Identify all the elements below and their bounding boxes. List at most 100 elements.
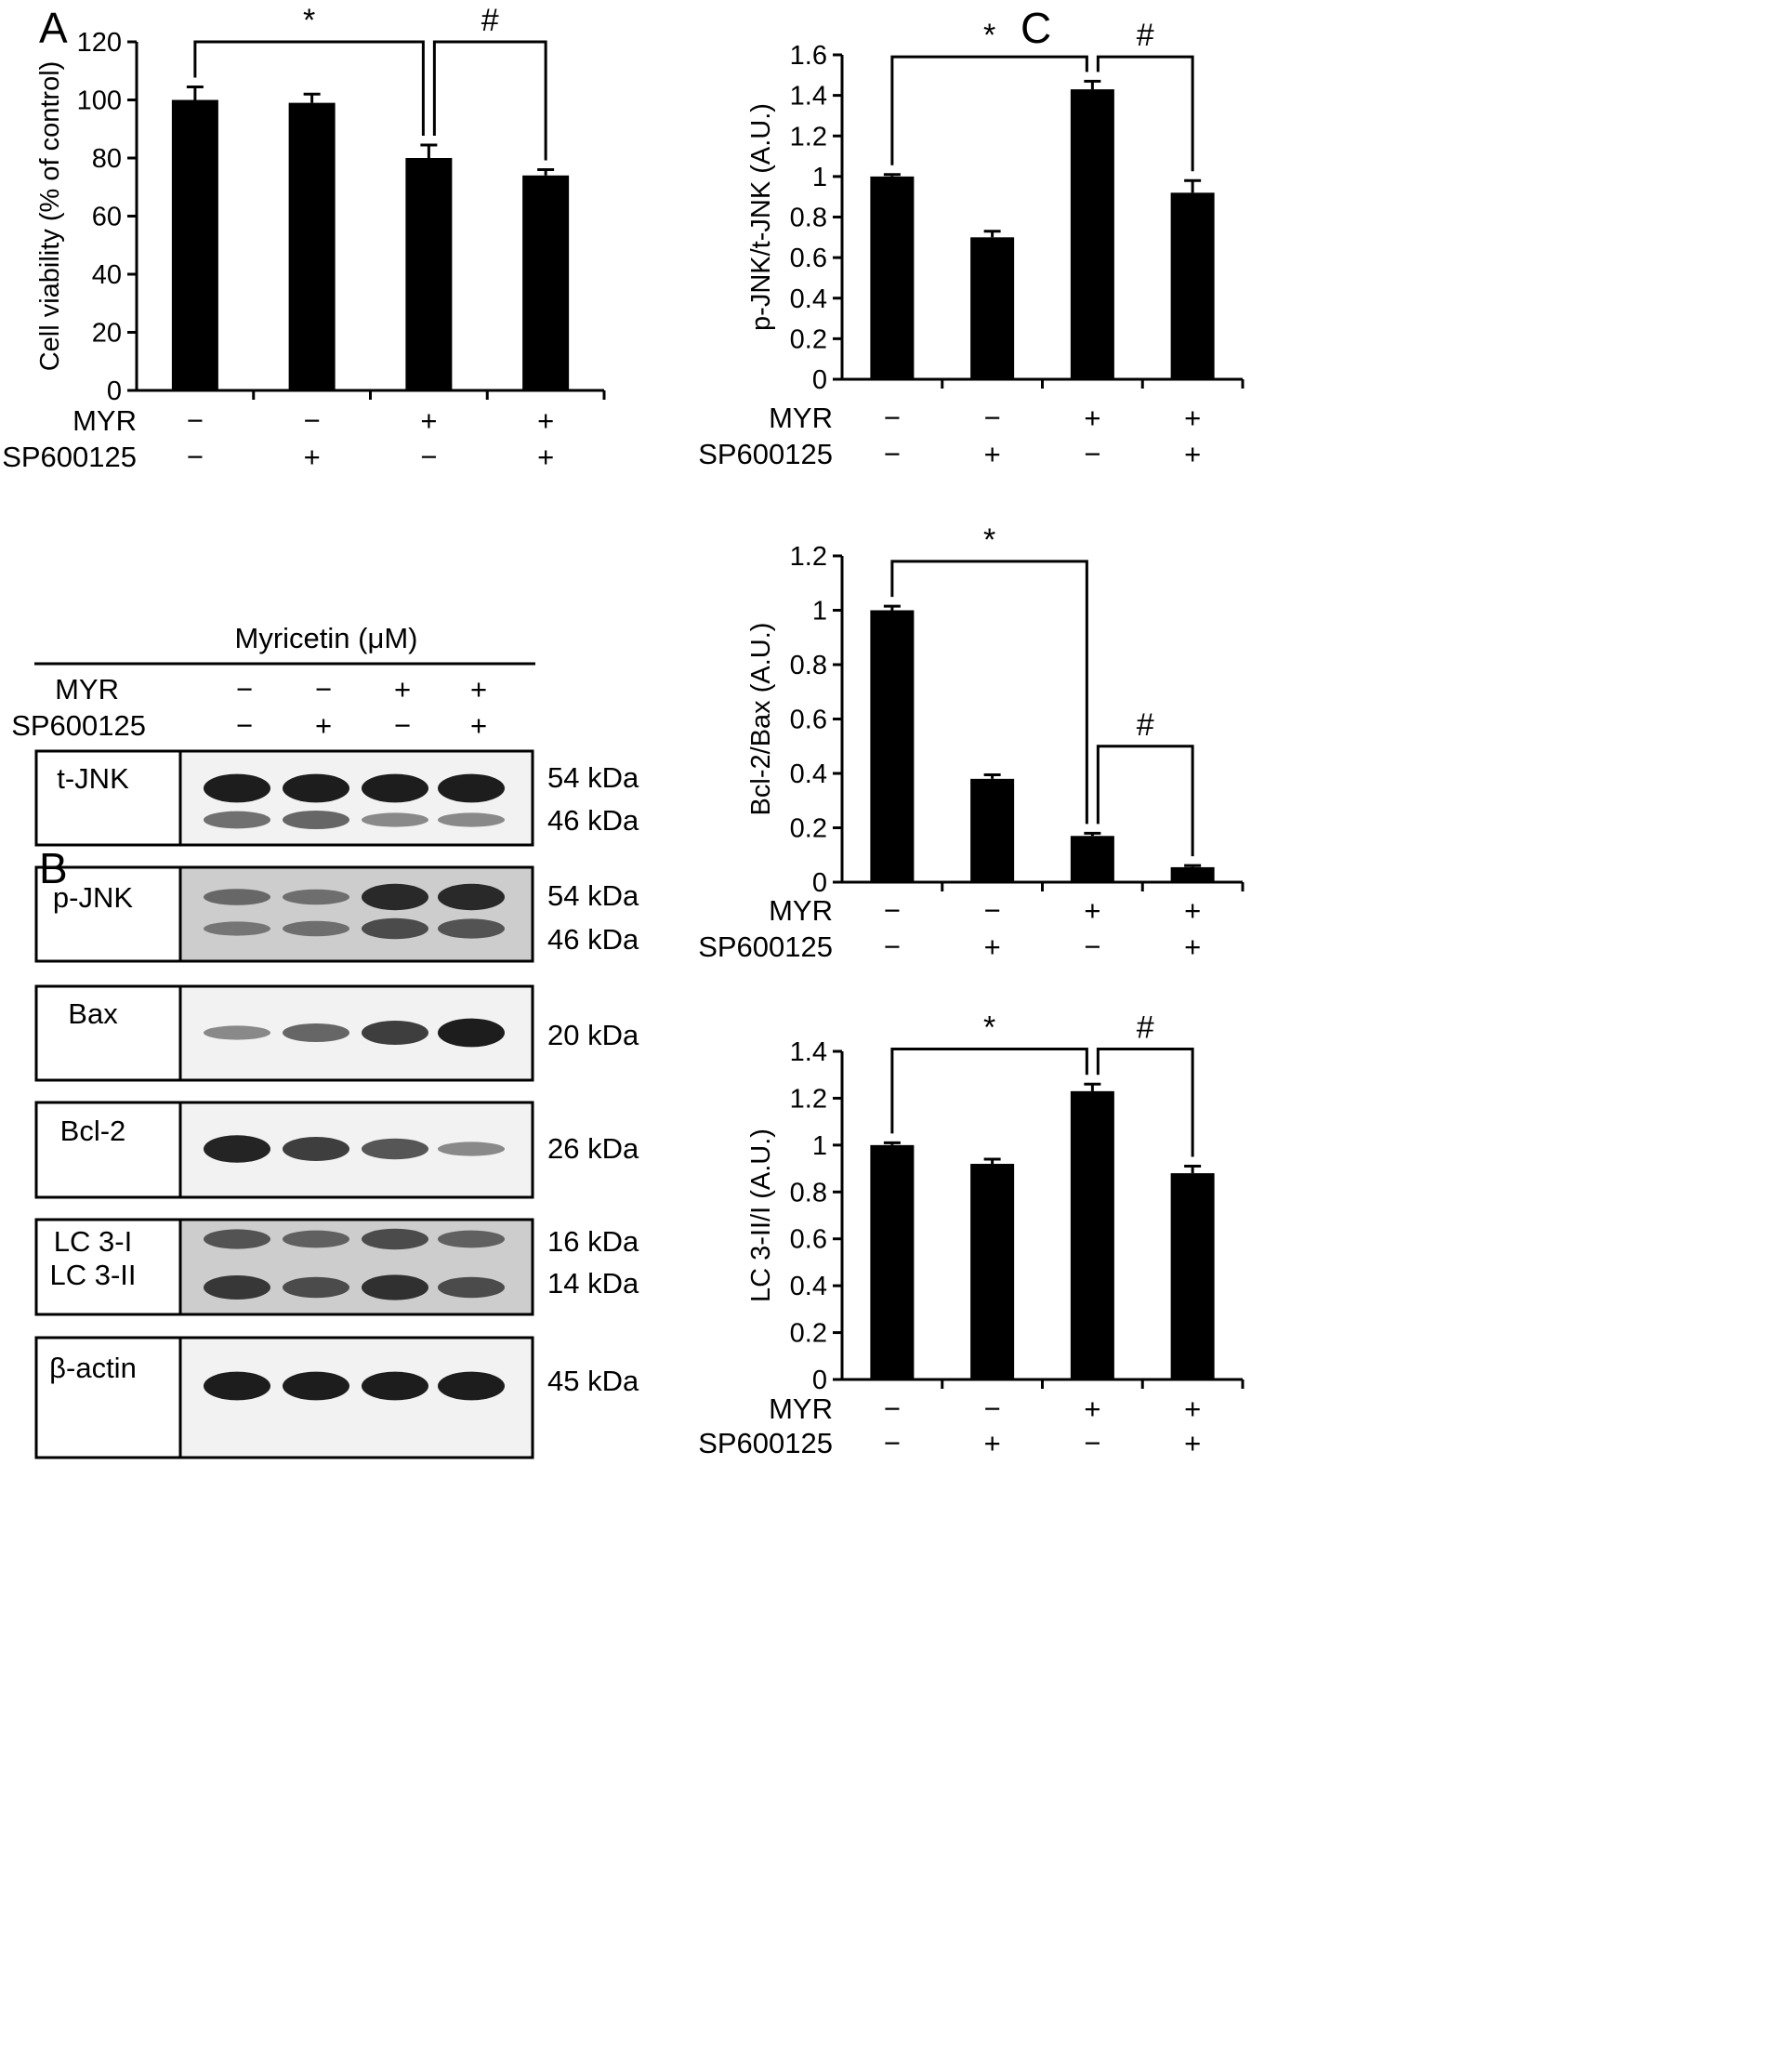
y-tick-label: 60 — [92, 203, 122, 232]
y-tick-label: 0.4 — [790, 284, 827, 314]
y-axis-title: p-JNK/t-JNK (A.U.) — [746, 103, 776, 331]
molecular-weight-label: 26 kDa — [547, 1132, 639, 1165]
myr-sign: − — [884, 894, 901, 927]
bar — [1070, 89, 1114, 380]
y-tick-label: 0.4 — [790, 1272, 827, 1301]
y-tick-label: 0.6 — [790, 706, 827, 735]
blot-band — [283, 1023, 349, 1042]
blot-band — [362, 1274, 428, 1300]
sp600125-sign: + — [1184, 930, 1201, 963]
myr-sign: − — [984, 402, 1001, 434]
blot-band — [283, 1276, 349, 1299]
blot-band — [204, 921, 270, 936]
y-tick-label: 0.8 — [790, 1178, 827, 1208]
blot-box — [34, 749, 534, 847]
bar — [870, 610, 915, 882]
blot-band — [204, 1135, 270, 1163]
molecular-weight-label: 45 kDa — [547, 1365, 639, 1397]
blot-header: Myricetin (μM) — [235, 622, 418, 654]
myr-sign: − — [884, 402, 901, 434]
myr-sign: − — [236, 673, 253, 706]
blot-band — [438, 1230, 505, 1248]
sp600125-sign: + — [537, 441, 554, 473]
myr-row-label: MYR — [769, 1392, 833, 1425]
myr-sign: − — [187, 404, 204, 437]
myr-row-label: MYR — [72, 404, 137, 437]
y-tick-label: 20 — [92, 319, 122, 349]
y-tick-label: 0.6 — [790, 1225, 827, 1255]
myr-row-label: MYR — [55, 673, 119, 706]
y-tick-label: 1.4 — [790, 1037, 827, 1067]
sp600125-sign: + — [984, 438, 1001, 470]
y-tick-label: 0 — [812, 868, 827, 898]
significance-marker: * — [983, 1010, 995, 1045]
myr-sign: + — [1184, 402, 1201, 434]
sp600125-sign: + — [1184, 438, 1201, 470]
chart-lc3-ratio: 0 0.2 0.4 0.6 0.8 1 1.2 1.4 LC 3-II/I (A.U.) * # MY… — [698, 1010, 1245, 1459]
y-axis-title: Cell viability (% of control) — [35, 61, 65, 372]
y-tick-label: 0.8 — [790, 651, 827, 680]
blot-band — [362, 1138, 428, 1160]
myr-sign: + — [420, 404, 437, 437]
panel-label-a: A — [39, 4, 68, 52]
blot-band — [438, 773, 505, 803]
myr-sign: − — [884, 1392, 901, 1425]
y-tick-label: 1.2 — [790, 122, 827, 152]
bar — [1070, 836, 1114, 882]
y-tick-label: 0 — [812, 365, 827, 395]
bar — [970, 778, 1015, 882]
sp600125-sign: + — [304, 441, 321, 473]
significance-bracket — [1096, 55, 1194, 172]
myr-sign: + — [537, 404, 554, 437]
significance-bracket — [890, 560, 1088, 825]
sp600125-sign: + — [315, 709, 332, 742]
significance-bracket — [432, 40, 547, 161]
molecular-weight-label: 20 kDa — [547, 1019, 639, 1051]
blot-box — [34, 984, 534, 1082]
blot-band — [204, 1229, 270, 1249]
bar — [405, 158, 453, 390]
y-tick-label: 120 — [77, 28, 122, 58]
sp600125-sign: + — [984, 1427, 1001, 1459]
blot-band — [204, 1371, 270, 1401]
blot-band — [204, 811, 270, 829]
significance-marker: * — [303, 3, 315, 38]
blot-band — [204, 773, 270, 803]
chart-cell-viability: 0 20 40 60 80 100 120 Cell viability (% of cont… — [2, 3, 606, 473]
bar — [970, 237, 1015, 379]
blot-band — [438, 1371, 505, 1401]
y-tick-label: 1 — [812, 1131, 827, 1161]
myr-sign: + — [394, 673, 411, 706]
blot-box — [34, 1218, 534, 1316]
molecular-weight-label: 46 kDa — [547, 804, 639, 837]
significance-marker: # — [1137, 18, 1154, 53]
sp600125-sign: − — [884, 438, 901, 470]
blot-band — [283, 1230, 349, 1248]
myr-sign: + — [470, 673, 487, 706]
sp600125-sign: − — [884, 930, 901, 963]
sp600125-row-label: SP600125 — [698, 1427, 833, 1459]
sp600125-row-label: SP600125 — [11, 709, 146, 742]
blot-band — [204, 1275, 270, 1300]
blot-band — [204, 889, 270, 905]
blot-box — [34, 865, 534, 963]
y-tick-label: 1.2 — [790, 542, 827, 572]
significance-marker: # — [1137, 1010, 1154, 1045]
y-tick-label: 1.6 — [790, 41, 827, 71]
bar — [288, 102, 336, 390]
significance-marker: * — [983, 18, 995, 53]
significance-bracket — [193, 40, 425, 136]
significance-marker: # — [481, 3, 499, 38]
sp600125-sign: − — [884, 1427, 901, 1459]
significance-marker: # — [1137, 707, 1154, 743]
myr-sign: + — [1184, 894, 1201, 927]
protein-label: Bcl-2 — [60, 1115, 126, 1147]
panel-label-c: C — [1021, 4, 1051, 52]
blot-band — [204, 1025, 270, 1040]
sp600125-sign: − — [187, 441, 204, 473]
significance-bracket — [890, 55, 1088, 165]
myr-sign: − — [315, 673, 332, 706]
myr-row-label: MYR — [769, 402, 833, 434]
y-tick-label: 100 — [77, 86, 122, 116]
